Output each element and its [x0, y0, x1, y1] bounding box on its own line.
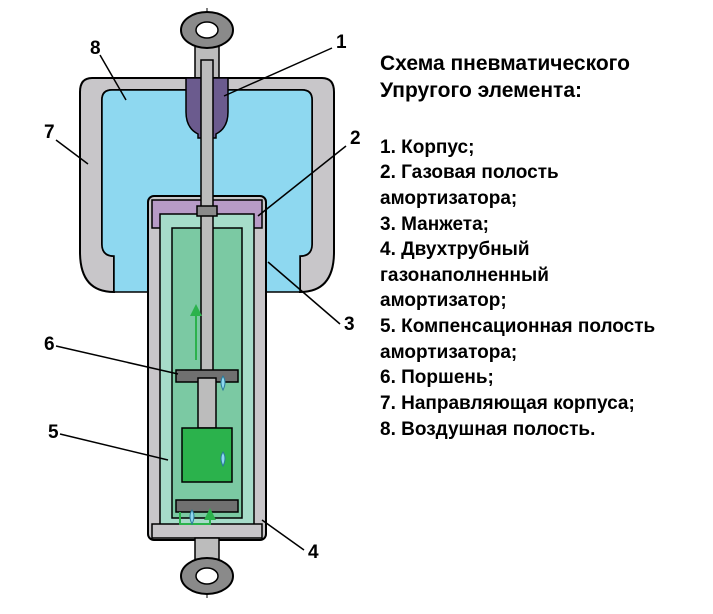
legend-item: 5. Компенсационная полость: [380, 314, 700, 340]
callout-4: 4: [308, 542, 319, 563]
legend-item: 6. Поршень;: [380, 365, 700, 391]
legend-item: 2. Газовая полость: [380, 160, 700, 186]
legend-item: 1. Корпус;: [380, 135, 700, 161]
callout-5: 5: [48, 422, 59, 443]
legend-item: 4. Двухтрубный: [380, 237, 700, 263]
callout-2: 2: [350, 128, 361, 149]
callout-7: 7: [44, 122, 55, 143]
legend-panel: Схема пневматического Упругого элемента:…: [380, 50, 700, 442]
legend-item: амортизатора;: [380, 340, 700, 366]
legend-item: амортизатор;: [380, 288, 700, 314]
callout-1: 1: [336, 32, 347, 53]
legend-item: 3. Манжета;: [380, 212, 700, 238]
rod-collar: [197, 206, 217, 216]
callout-8: 8: [90, 38, 101, 59]
legend-item: 8. Воздушная полость.: [380, 417, 700, 443]
callout-6: 6: [44, 334, 55, 355]
diagram-title: Схема пневматического Упругого элемента:: [380, 50, 700, 105]
base-valve: [176, 500, 238, 512]
title-line-2: Упругого элемента:: [380, 79, 582, 102]
legend-list: 1. Корпус; 2. Газовая полость амортизато…: [380, 135, 700, 443]
legend-item: 7. Направляющая корпуса;: [380, 391, 700, 417]
legend-item: амортизатора;: [380, 186, 700, 212]
bottom-eye-mount: [181, 538, 233, 594]
callout-3: 3: [344, 314, 355, 335]
legend-item: газонаполненный: [380, 263, 700, 289]
title-line-1: Схема пневматического: [380, 52, 630, 75]
piston-rod: [201, 60, 213, 378]
diagram-canvas: 8 1 7 2 3 6 5 4: [0, 0, 370, 609]
